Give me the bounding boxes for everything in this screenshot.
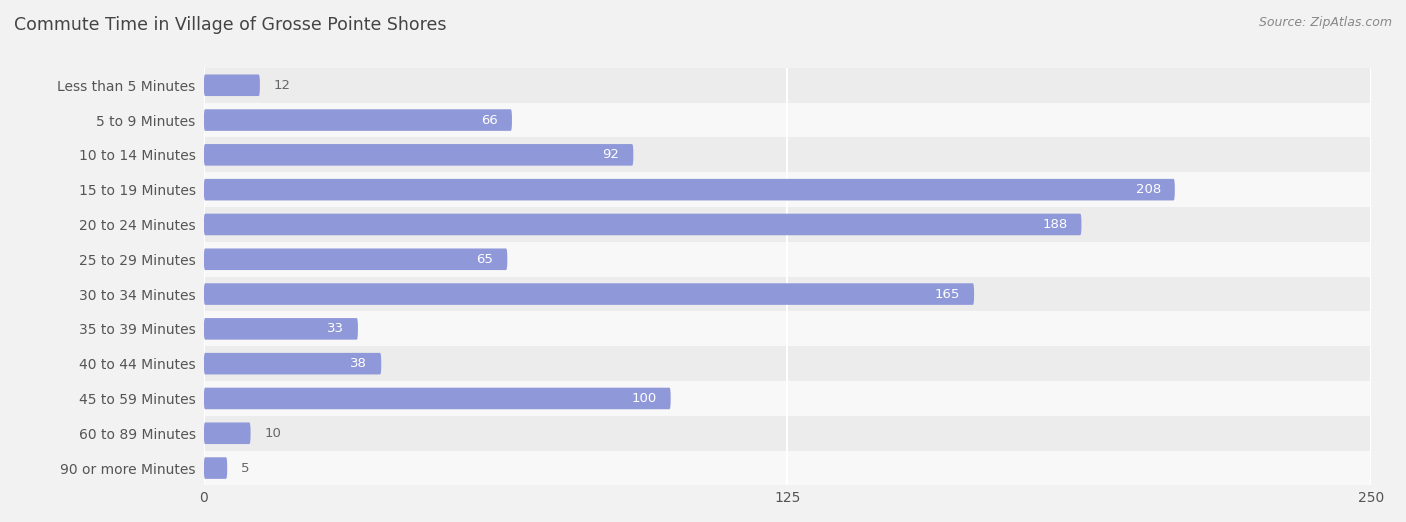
Bar [204, 103, 1371, 137]
Text: 10: 10 [264, 427, 281, 440]
Text: 33: 33 [328, 323, 344, 335]
FancyBboxPatch shape [204, 422, 250, 444]
Text: 208: 208 [1136, 183, 1161, 196]
Bar [204, 242, 1371, 277]
Text: Commute Time in Village of Grosse Pointe Shores: Commute Time in Village of Grosse Pointe… [14, 16, 447, 33]
Bar [204, 277, 1371, 312]
Bar [204, 172, 1371, 207]
FancyBboxPatch shape [204, 353, 381, 374]
Bar [204, 312, 1371, 346]
Bar [204, 450, 1371, 485]
Text: 100: 100 [631, 392, 657, 405]
FancyBboxPatch shape [204, 75, 260, 96]
Text: Source: ZipAtlas.com: Source: ZipAtlas.com [1258, 16, 1392, 29]
Text: 165: 165 [935, 288, 960, 301]
Bar [204, 207, 1371, 242]
Bar [204, 416, 1371, 450]
Text: 188: 188 [1042, 218, 1067, 231]
FancyBboxPatch shape [204, 109, 512, 131]
FancyBboxPatch shape [204, 318, 359, 340]
Text: 12: 12 [274, 79, 291, 92]
Bar [204, 381, 1371, 416]
FancyBboxPatch shape [204, 283, 974, 305]
Text: 5: 5 [242, 461, 250, 474]
FancyBboxPatch shape [204, 457, 228, 479]
Text: 66: 66 [481, 114, 498, 126]
Bar [204, 68, 1371, 103]
FancyBboxPatch shape [204, 179, 1175, 200]
FancyBboxPatch shape [204, 213, 1081, 235]
Text: 38: 38 [350, 357, 367, 370]
Bar [204, 137, 1371, 172]
Text: 65: 65 [477, 253, 494, 266]
Text: 92: 92 [602, 148, 619, 161]
Bar [204, 346, 1371, 381]
FancyBboxPatch shape [204, 248, 508, 270]
FancyBboxPatch shape [204, 388, 671, 409]
FancyBboxPatch shape [204, 144, 633, 165]
